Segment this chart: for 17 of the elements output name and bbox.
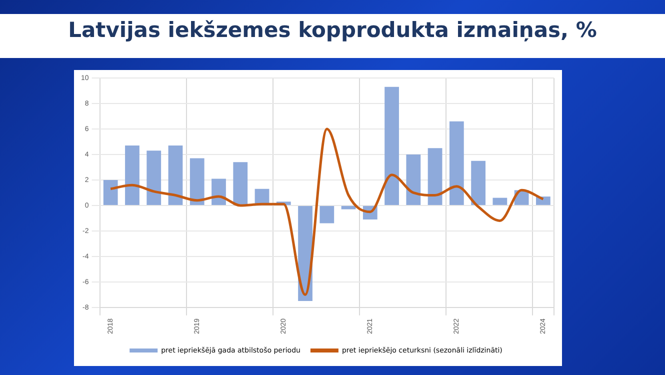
bar: [146, 150, 162, 205]
bar: [471, 160, 486, 205]
bar: [341, 206, 356, 210]
bar: [125, 146, 140, 205]
bar: [103, 180, 118, 205]
chart-title: Latvijas iekšzemes kopprodukta izmaiņas, %: [67, 18, 598, 42]
bar: [384, 86, 399, 205]
bar: [428, 148, 442, 205]
bar: [168, 146, 183, 205]
bar: [492, 198, 508, 205]
line-series: [109, 128, 544, 296]
bar: [406, 154, 421, 205]
bar: [190, 158, 204, 205]
bar: [320, 206, 334, 224]
bar: [449, 121, 464, 205]
bar: [212, 178, 226, 205]
bar: [233, 162, 248, 205]
